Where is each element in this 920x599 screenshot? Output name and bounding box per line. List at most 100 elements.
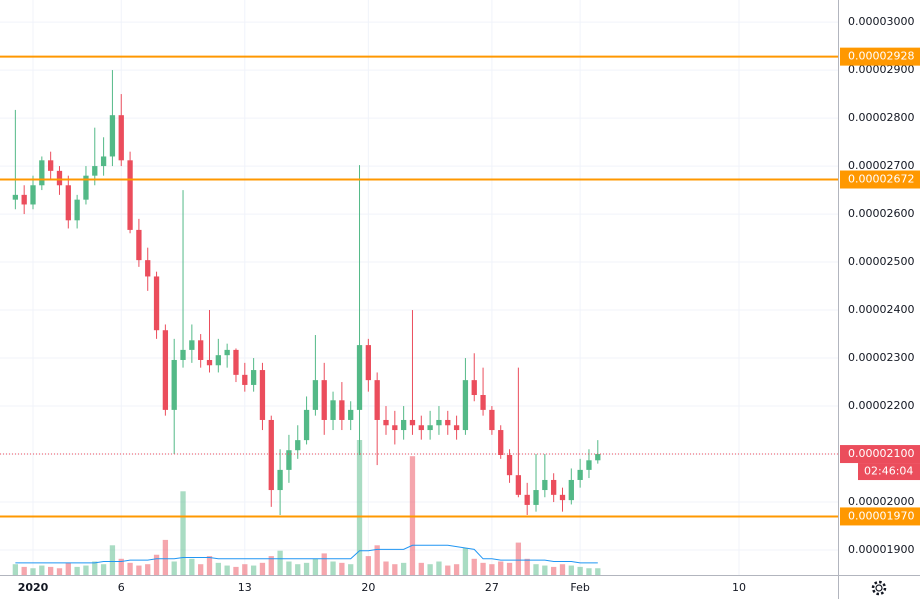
candle-body [321,380,327,420]
volume-bar [356,440,363,575]
countdown-label: 02:46:04 [864,465,913,478]
candle-body [586,460,592,470]
y-tick-label: 0.00003000 [848,15,914,28]
candle-body [224,349,230,356]
volume-bar [577,566,583,575]
y-tick-label: 0.00002400 [848,303,914,316]
candle-body [453,425,460,431]
candle-body [445,419,451,426]
y-tick-label: 0.00002700 [848,159,914,172]
volume-bar [118,558,124,575]
volume-bar [109,545,116,575]
countdown-box [858,463,920,481]
volume-bar [551,566,557,575]
volume-bar [65,562,71,575]
volume-bar [453,564,460,575]
candle-body [56,170,63,186]
candle-body [330,400,336,420]
candle-body [374,380,380,420]
volume-bar [180,491,186,575]
level-label-box [840,47,920,66]
level-label-box [840,507,920,526]
candle-body [65,185,71,221]
candle-body [427,425,433,431]
x-tick-label: 10 [732,581,746,594]
volume-bar [268,556,274,575]
candle-body [559,494,566,501]
candle-body [303,409,310,441]
level-label-box [840,170,920,189]
volume-bar [92,561,98,575]
plot [0,55,838,518]
y-tick-label: 0.00002200 [848,399,914,412]
volume-bar [568,565,574,575]
candle-body [215,355,221,366]
candle-body [21,194,27,205]
candle-body [259,370,266,420]
settings-icon[interactable] [871,580,887,596]
volume-bar [198,564,204,575]
volume-bar [330,561,336,575]
volume-bar [383,561,389,575]
level-label: 0.00001970 [848,509,914,522]
price-labels: 0.00002928 0.00002672 0.00001970 0.00002100… [840,47,920,526]
x-tick-label: 6 [118,581,125,594]
volume-bar [12,564,19,575]
candle-body [118,115,124,161]
candle-body [568,479,574,501]
candle-body [392,425,398,431]
candle-body [462,380,469,431]
candle-body [551,479,557,495]
volume-bar [145,564,151,575]
candle-body [471,380,477,396]
candle-body [100,156,107,167]
volume-bar [259,562,266,575]
volume-bar [295,564,301,575]
volume-bar [348,564,354,575]
volume-bar [321,553,327,575]
volume-bar [489,564,495,575]
volume-bar [286,561,292,575]
volume-bar [215,562,221,575]
y-tick-label: 0.00001900 [848,543,914,556]
candle-body [356,345,363,410]
volume-bar [162,539,169,575]
candle-body [109,115,116,157]
candle-body [12,194,19,200]
y-tick-label: 0.00002600 [848,207,914,220]
candle-body [153,276,160,331]
candle-body [595,454,601,461]
candle-body [577,469,583,480]
candle-body [250,370,257,385]
x-tick-label: 2020 [18,581,49,594]
candle-body [189,340,195,350]
volume-pane [12,440,601,575]
volume-bar [127,562,133,575]
volume-bar [30,568,36,575]
volume-bar [250,565,257,575]
candle-body [277,469,283,491]
y-tick-label: 0.00002300 [848,351,914,364]
candle-body [348,409,354,420]
volume-bar [48,566,54,575]
candle-body [286,450,292,470]
grid [0,0,838,575]
volume-bar [542,565,548,575]
candle-body [171,359,177,410]
candle-body [489,409,495,431]
last-price-box [840,445,920,464]
x-tick-label: Feb [570,581,589,594]
volume-bar [374,545,380,575]
candle-body [83,175,89,200]
candle-body [180,349,186,360]
candle-body [48,160,54,171]
candle-body [533,490,539,505]
candle-body [162,330,169,410]
level-label: 0.00002672 [848,173,914,186]
candle-body [92,166,98,176]
candle-body [498,430,504,456]
volume-bar [533,564,539,575]
candle-body [400,419,407,431]
volume-bar [436,561,442,575]
